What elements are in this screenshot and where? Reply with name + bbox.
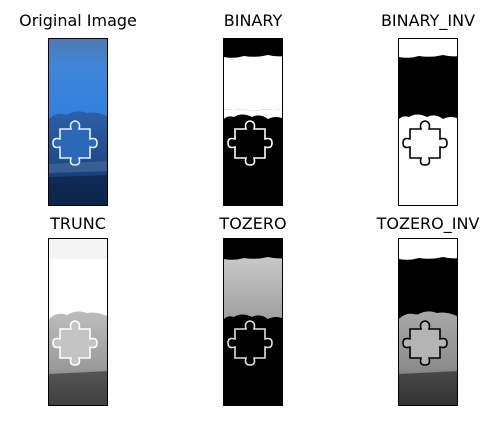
puzzle-outline-icon <box>227 320 273 366</box>
trunc-image <box>48 238 108 406</box>
tozero-inv-image <box>398 238 458 406</box>
puzzle-outline-icon <box>227 120 273 166</box>
puzzle-outline-icon <box>402 320 448 366</box>
tozero-image <box>223 238 283 406</box>
panel-title-original: Original Image <box>19 11 137 30</box>
binary-inv-image <box>398 38 458 206</box>
panel-title-tozero: TOZERO <box>219 214 287 233</box>
puzzle-outline-icon <box>52 120 98 166</box>
original-image <box>48 38 108 206</box>
panel-title-trunc: TRUNC <box>50 214 106 233</box>
panel-title-binary: BINARY <box>223 11 283 30</box>
panel-title-tozero-inv: TOZERO_INV <box>376 214 480 233</box>
binary-image <box>223 38 283 206</box>
panel-title-binary-inv: BINARY_INV <box>380 11 476 30</box>
puzzle-outline-icon <box>402 120 448 166</box>
puzzle-outline-icon <box>52 320 98 366</box>
